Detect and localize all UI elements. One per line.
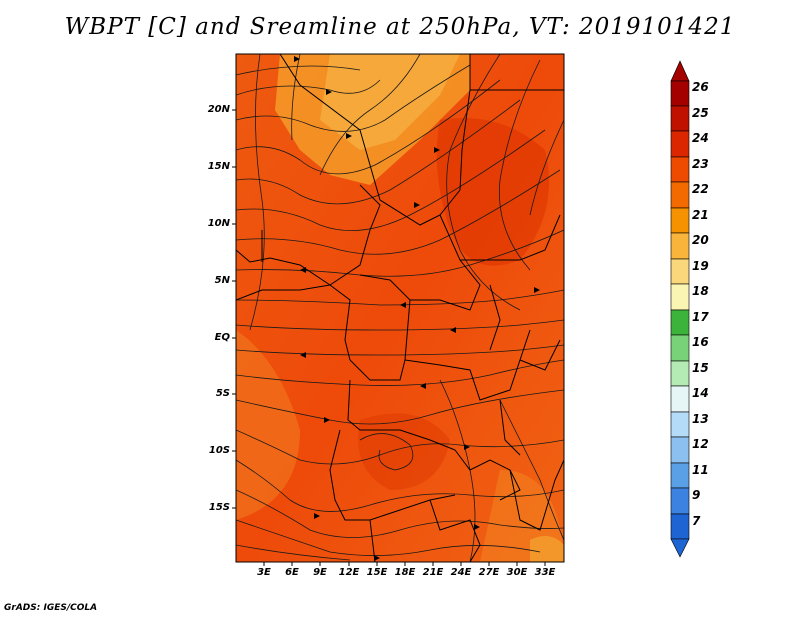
grads-credit: GrADS: IGES/COLA — [4, 603, 98, 613]
lon-label-3e: 3E — [257, 567, 271, 578]
colorbar-segment — [670, 232, 690, 260]
colorbar-segment — [670, 411, 690, 438]
colorbar-label: 23 — [692, 157, 709, 171]
colorbar-label: 26 — [692, 80, 709, 94]
colorbar-segment — [670, 283, 690, 311]
colorbar-segment — [670, 385, 690, 413]
lat-label-5n: 5N — [214, 275, 230, 286]
lon-label-18e: 18E — [394, 567, 416, 578]
country-boundaries — [236, 54, 564, 562]
colorbar-segment — [670, 80, 690, 107]
colorbar-segment — [670, 462, 690, 489]
lat-label-10s: 10S — [208, 445, 230, 456]
colorbar-segment — [670, 360, 690, 387]
lon-label-21e: 21E — [422, 567, 444, 578]
lon-label-15e: 15E — [366, 567, 388, 578]
colorbar-label: 14 — [692, 386, 709, 400]
map-frame — [235, 53, 565, 563]
colorbar-segment — [670, 258, 690, 285]
colorbar-label: 13 — [692, 412, 709, 426]
colorbar-segment — [670, 309, 690, 336]
colorbar-label: 16 — [692, 335, 709, 349]
colorbar-label: 9 — [692, 488, 701, 502]
colorbar-label: 7 — [692, 514, 701, 528]
colorbar-label: 25 — [692, 106, 709, 120]
map-title: WBPT [C] and Sreamline at 250hPa, VT: 20… — [64, 14, 736, 40]
lon-label-24e: 24E — [450, 567, 472, 578]
colorbar-segment — [670, 207, 690, 234]
colorbar-label: 12 — [692, 437, 709, 451]
colorbar-label: 20 — [692, 233, 709, 247]
colorbar-top-arrow — [670, 60, 690, 82]
lat-label-15s: 15S — [208, 502, 230, 513]
colorbar-label: 17 — [692, 310, 709, 324]
streamline-arrows — [294, 56, 540, 561]
lat-label-15n: 15N — [207, 161, 230, 172]
lat-label-20n: 20N — [207, 104, 230, 115]
lon-label-33e: 33E — [534, 567, 556, 578]
lon-label-6e: 6E — [285, 567, 299, 578]
lat-label-10n: 10N — [207, 218, 230, 229]
colorbar-segment — [670, 334, 690, 362]
colorbar-segment — [670, 130, 690, 158]
colorbar-label: 22 — [692, 182, 709, 196]
colorbar — [670, 60, 690, 558]
colorbar-label: 18 — [692, 284, 709, 298]
colorbar-segment — [670, 181, 690, 209]
colorbar-label: 19 — [692, 259, 709, 273]
colorbar-bottom-arrow — [670, 538, 690, 558]
colorbar-segment — [670, 513, 690, 540]
lat-label-5s: 5S — [215, 388, 230, 399]
colorbar-label: 15 — [692, 361, 709, 375]
colorbar-segment — [670, 436, 690, 464]
lon-label-30e: 30E — [506, 567, 528, 578]
lon-label-12e: 12E — [338, 567, 360, 578]
lon-label-27e: 27E — [478, 567, 500, 578]
colorbar-label: 24 — [692, 131, 709, 145]
axis-ticks — [232, 109, 546, 566]
streamlines — [236, 54, 564, 562]
colorbar-label: 21 — [692, 208, 709, 222]
colorbar-segment — [670, 487, 690, 515]
lat-label-eq: EQ — [214, 332, 230, 343]
colorbar-segment — [670, 105, 690, 132]
colorbar-label: 11 — [692, 463, 709, 477]
wbpt-shaded-field — [236, 54, 564, 562]
colorbar-segment — [670, 156, 690, 183]
lon-label-9e: 9E — [313, 567, 327, 578]
